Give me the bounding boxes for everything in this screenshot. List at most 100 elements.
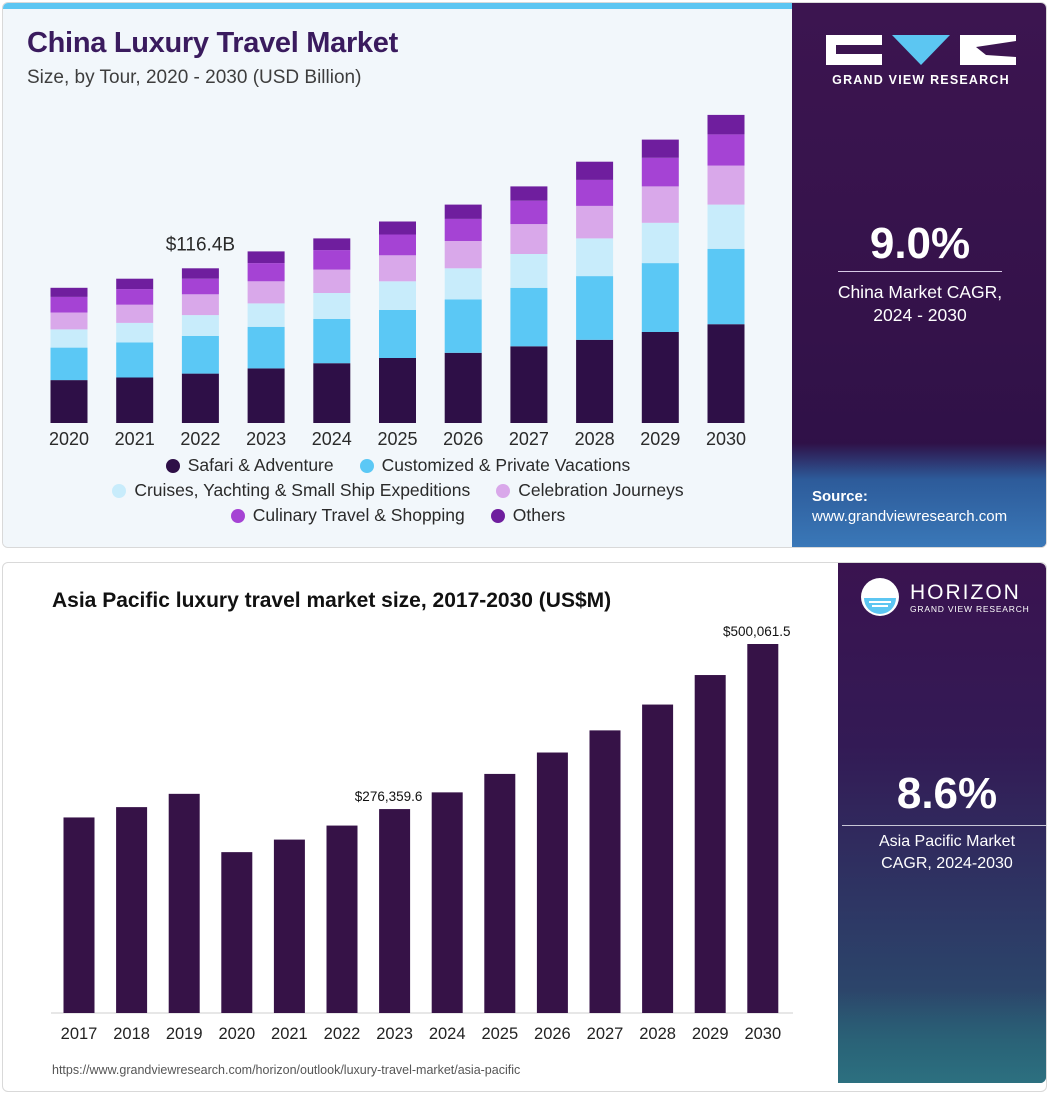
bar-2024-series-3 xyxy=(313,269,351,293)
bar-2021-series-5 xyxy=(116,278,154,290)
x-tick-2028: 2028 xyxy=(639,1025,676,1043)
x-tick-2025: 2025 xyxy=(481,1025,518,1043)
bar-2028-series-3 xyxy=(576,205,614,239)
china-stacked-bar-chart: 2020 2021 2022 $116.4B 2023 2024 2025 2026 2027 2… xyxy=(49,114,746,449)
bar-2022-series-1 xyxy=(181,335,219,374)
x-tick-2029: 2029 xyxy=(640,429,680,449)
x-tick-2019: 2019 xyxy=(166,1025,203,1043)
x-tick-2026: 2026 xyxy=(534,1025,571,1043)
source-block: Source: www.grandviewresearch.com xyxy=(812,487,1007,527)
bar-2027 xyxy=(589,730,621,1013)
bar-2023-series-5 xyxy=(247,251,285,264)
bar-2021-series-4 xyxy=(116,289,154,305)
data-label-2030: $500,061.5 xyxy=(723,624,791,639)
bar-2025 xyxy=(484,773,516,1013)
x-tick-2025: 2025 xyxy=(377,429,417,449)
bar-2030-series-1 xyxy=(707,248,745,325)
decorative-wave xyxy=(792,443,1046,547)
bar-2030-series-0 xyxy=(707,324,745,423)
bar-2030-series-2 xyxy=(707,204,745,249)
bar-2020-series-1 xyxy=(50,347,88,381)
legend-item-safari: Safari & Adventure xyxy=(165,455,334,476)
bar-2017 xyxy=(63,817,95,1013)
bar-2025-series-2 xyxy=(379,281,416,310)
source-url[interactable]: https://www.grandviewresearch.com/horizo… xyxy=(52,1063,521,1077)
summary-sidebar: HORIZON GRAND VIEW RESEARCH 8.6% Asia Pa… xyxy=(838,563,1046,1083)
bar-2020-series-0 xyxy=(50,380,88,423)
bar-2027-series-0 xyxy=(510,346,548,423)
chart-subtitle: Size, by Tour, 2020 - 2030 (USD Billion) xyxy=(27,67,362,88)
bar-2023-series-1 xyxy=(247,326,285,369)
bar-2029-series-5 xyxy=(641,139,679,158)
bar-2021-series-2 xyxy=(116,322,154,343)
legend-swatch-others xyxy=(490,508,505,523)
bar-2030-series-5 xyxy=(707,114,745,135)
bar-2025-series-3 xyxy=(379,255,416,282)
bar-2021-series-1 xyxy=(116,342,154,378)
x-tick-2030: 2030 xyxy=(706,429,746,449)
x-tick-2021: 2021 xyxy=(115,429,155,449)
legend-label-cruises: Cruises, Yachting & Small Ship Expeditio… xyxy=(134,480,471,500)
cagr-value: 9.0% xyxy=(869,219,971,268)
x-tick-2022: 2022 xyxy=(324,1025,361,1043)
legend-swatch-celebration xyxy=(496,483,511,498)
bar-2024 xyxy=(431,792,463,1013)
bar-2020-series-4 xyxy=(50,296,88,313)
x-tick-2020: 2020 xyxy=(218,1025,255,1043)
bar-2029-series-1 xyxy=(641,263,679,332)
cagr-label-line2: 2024 - 2030 xyxy=(873,305,967,325)
x-tick-2027: 2027 xyxy=(509,429,549,449)
x-tick-2024: 2024 xyxy=(429,1025,466,1043)
legend-row-2: Cruises, Yachting & Small Ship Expeditio… xyxy=(3,480,793,501)
bar-2028-series-4 xyxy=(576,179,614,206)
bar-2026-series-3 xyxy=(444,241,482,269)
bar-2022-series-5 xyxy=(181,268,219,279)
bar-2023 xyxy=(379,809,411,1013)
legend-label-others: Others xyxy=(512,505,566,525)
legend-item-others: Others xyxy=(490,505,566,526)
bar-2027-series-3 xyxy=(510,224,548,254)
asia-pacific-panel: Asia Pacific luxury travel market size, … xyxy=(2,562,1047,1092)
legend-item-cruises: Cruises, Yachting & Small Ship Expeditio… xyxy=(112,480,470,501)
bar-2026-series-5 xyxy=(444,204,482,219)
bar-2021-series-3 xyxy=(116,304,154,323)
bar-2025-series-4 xyxy=(379,234,416,256)
x-tick-2020: 2020 xyxy=(49,429,89,449)
legend-swatch-safari xyxy=(165,458,180,473)
accent-line xyxy=(3,3,793,9)
bar-2026-series-4 xyxy=(444,218,482,241)
legend-label-celebration: Celebration Journeys xyxy=(518,480,684,500)
bar-2021-series-0 xyxy=(116,377,154,423)
bar-2022-series-0 xyxy=(181,373,219,423)
cagr-label-line1: Asia Pacific Market xyxy=(878,833,1016,850)
cagr-label-line1: China Market CAGR, xyxy=(837,282,1003,302)
cagr-label: China Market CAGR, 2024 - 2030 xyxy=(792,281,1046,327)
legend-item-culinary: Culinary Travel & Shopping xyxy=(230,505,465,526)
bar-2028-series-1 xyxy=(576,276,614,340)
bar-2026-series-1 xyxy=(444,299,482,353)
x-tick-2028: 2028 xyxy=(575,429,615,449)
x-tick-2022: 2022 xyxy=(180,429,220,449)
divider xyxy=(838,271,1002,272)
legend-row-1: Safari & Adventure Customized & Private … xyxy=(3,455,793,476)
x-tick-2018: 2018 xyxy=(113,1025,150,1043)
source-link[interactable]: www.grandviewresearch.com xyxy=(812,508,1008,525)
bar-2024-series-5 xyxy=(313,238,351,251)
brand-name: HORIZON xyxy=(910,581,1021,604)
legend-label-customized: Customized & Private Vacations xyxy=(381,455,631,475)
chart-title: Asia Pacific luxury travel market size, … xyxy=(52,589,612,612)
x-tick-2023: 2023 xyxy=(246,429,286,449)
bar-2028-series-5 xyxy=(576,161,614,180)
bar-2029-series-3 xyxy=(641,186,679,223)
bar-2020-series-3 xyxy=(50,312,88,330)
bar-2027-series-4 xyxy=(510,200,548,225)
horizon-logo-icon xyxy=(861,578,899,616)
bar-2020-series-5 xyxy=(50,287,88,297)
bar-2030 xyxy=(747,644,779,1013)
x-tick-2026: 2026 xyxy=(443,429,483,449)
legend-item-celebration: Celebration Journeys xyxy=(496,480,684,501)
legend-item-customized: Customized & Private Vacations xyxy=(359,455,631,476)
x-tick-2029: 2029 xyxy=(692,1025,729,1043)
legend-label-culinary: Culinary Travel & Shopping xyxy=(252,505,465,525)
bar-2026-series-0 xyxy=(444,352,482,423)
